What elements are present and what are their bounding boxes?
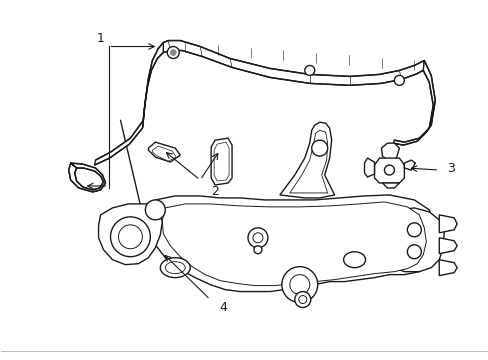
Ellipse shape [343,252,365,268]
Circle shape [145,200,165,220]
Polygon shape [152,146,176,161]
Polygon shape [438,238,456,254]
Circle shape [407,245,421,259]
Circle shape [247,228,267,248]
Polygon shape [279,122,334,198]
Circle shape [298,296,306,303]
Circle shape [294,292,310,307]
Circle shape [289,275,309,294]
Circle shape [304,66,314,75]
Polygon shape [438,260,456,276]
Text: 3: 3 [447,162,454,175]
Polygon shape [423,60,434,133]
Circle shape [394,75,404,85]
Polygon shape [211,138,232,185]
Ellipse shape [160,258,190,278]
Text: 1: 1 [97,32,104,45]
Circle shape [252,233,263,243]
Circle shape [110,217,150,257]
Polygon shape [382,183,399,188]
Circle shape [253,246,262,254]
Polygon shape [364,158,374,177]
Polygon shape [163,41,424,85]
Circle shape [384,165,394,175]
Polygon shape [68,163,105,192]
Polygon shape [404,160,414,170]
Circle shape [407,223,421,237]
Polygon shape [94,120,143,165]
Text: 4: 4 [219,301,226,314]
Circle shape [281,267,317,302]
Circle shape [170,50,176,55]
Polygon shape [148,142,180,162]
Polygon shape [374,158,404,183]
Polygon shape [381,143,399,160]
Polygon shape [438,215,456,233]
Text: 2: 2 [211,185,219,198]
Polygon shape [142,42,163,128]
Polygon shape [148,195,436,292]
Circle shape [118,225,142,249]
Circle shape [311,140,327,156]
Polygon shape [393,130,427,145]
Polygon shape [388,208,443,272]
Polygon shape [99,204,162,265]
Polygon shape [162,202,426,285]
Polygon shape [289,130,327,193]
Polygon shape [214,142,228,181]
Circle shape [167,46,179,58]
Ellipse shape [165,262,185,274]
